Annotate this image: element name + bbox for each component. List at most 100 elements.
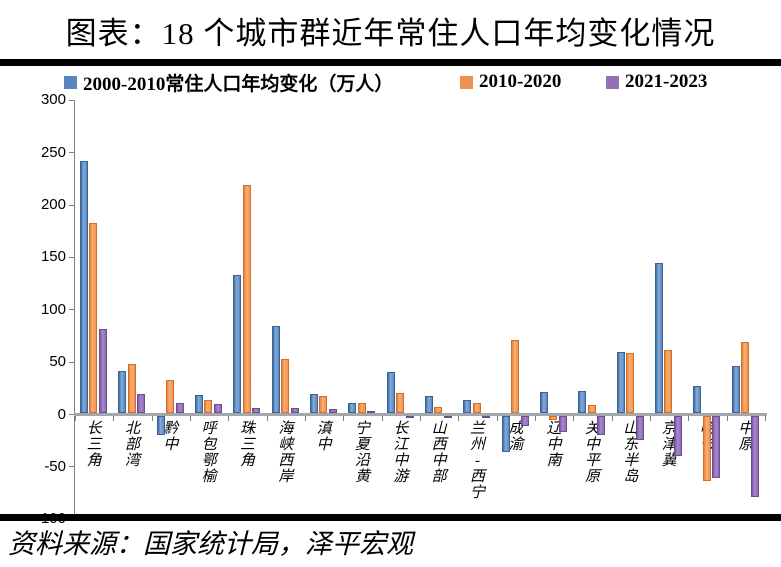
bar-series1-宁夏沿黄 xyxy=(348,402,357,413)
bar-series1-海峡西岸 xyxy=(271,326,280,413)
bar-series3-黔中 xyxy=(175,402,184,413)
y-axis-tick-label: 300 xyxy=(40,91,66,109)
y-axis-tick-label: 200 xyxy=(40,196,66,214)
bar-series2-黔中 xyxy=(166,379,175,413)
x-axis-category-label: 珠三角 xyxy=(239,421,255,469)
x-axis-tick-mark xyxy=(343,416,345,421)
bar-series1-长江中游 xyxy=(386,372,395,413)
bar-series3-长江中游 xyxy=(405,416,414,419)
bar-series1-哈长 xyxy=(693,385,702,413)
bar-series3-长三角 xyxy=(98,329,107,413)
bar-series3-山东半岛 xyxy=(635,416,644,441)
legend-item-2010-2020: 2010-2020 xyxy=(460,71,562,92)
legend-label: 2010-2020 xyxy=(479,71,562,92)
x-axis-category-label: 海峡西岸 xyxy=(278,421,294,485)
legend-label: 2000-2010常住人口年均变化（万人） xyxy=(83,73,394,95)
bar-series1-珠三角 xyxy=(233,274,242,413)
legend-swatch-blue-icon xyxy=(64,75,77,89)
bar-series3-中原 xyxy=(750,416,759,497)
bar-series1-京津冀 xyxy=(654,263,663,413)
x-axis-tick-mark xyxy=(611,416,613,421)
bar-series3-兰州-西宁 xyxy=(482,416,491,419)
bar-series2-滇中 xyxy=(319,396,328,413)
legend-label: 2021-2023 xyxy=(625,71,708,92)
bar-series1-中原 xyxy=(731,365,740,413)
y-axis-tick-mark xyxy=(69,99,75,101)
legend-item-2021-2023: 2021-2023 xyxy=(606,71,708,92)
bar-series2-宁夏沿黄 xyxy=(357,402,366,413)
bar-series3-山西中部 xyxy=(443,416,452,419)
bar-series1-成渝 xyxy=(501,416,510,452)
x-axis-tick-mark xyxy=(190,416,191,421)
y-axis-tick-label: 50 xyxy=(49,353,66,371)
bar-series1-长三角 xyxy=(79,160,88,413)
y-axis-tick-label: 100 xyxy=(40,300,66,318)
y-axis-tick-mark xyxy=(69,309,75,311)
bar-series2-哈长 xyxy=(702,416,711,481)
bar-series1-辽中南 xyxy=(539,392,548,413)
bar-series2-北部湾 xyxy=(127,363,136,413)
bar-series1-黔中 xyxy=(156,416,165,435)
x-axis-tick-mark xyxy=(573,416,575,421)
bar-series3-京津冀 xyxy=(673,416,682,456)
x-axis-tick-mark xyxy=(113,416,115,421)
bar-series2-中原 xyxy=(741,341,750,413)
y-axis-line xyxy=(74,100,75,515)
x-axis-zero-line xyxy=(74,413,767,416)
x-axis-category-label: 滇中 xyxy=(316,421,332,453)
x-axis-category-label: 辽中南 xyxy=(546,421,562,469)
y-axis-tick-label: 250 xyxy=(40,143,66,161)
bar-series3-辽中南 xyxy=(558,416,567,432)
x-axis-tick-mark xyxy=(420,416,421,421)
x-axis-category-label: 长三角 xyxy=(86,421,102,469)
bar-series2-海峡西岸 xyxy=(281,358,290,413)
x-axis-tick-mark xyxy=(151,416,153,421)
x-axis-category-label: 兰州-西宁 xyxy=(469,421,485,501)
bar-series1-山东半岛 xyxy=(616,352,625,413)
y-axis-tick-mark xyxy=(69,466,75,468)
x-axis-tick-mark xyxy=(535,416,536,421)
x-axis-tick-mark xyxy=(75,416,76,421)
x-axis-category-label: 黔中 xyxy=(163,421,179,453)
x-axis-category-label: 关中平原 xyxy=(584,421,600,485)
x-axis-tick-mark xyxy=(726,416,728,421)
x-axis-tick-mark xyxy=(305,416,306,421)
bar-series1-关中平原 xyxy=(578,391,587,413)
x-axis-category-label: 成渝 xyxy=(508,421,524,453)
legend-item-2000-2010: 2000-2010常住人口年均变化（万人） xyxy=(64,72,393,95)
x-axis-category-label: 山西中部 xyxy=(431,421,447,485)
y-axis-tick-label: 150 xyxy=(40,248,66,266)
y-axis-tick-mark xyxy=(69,361,75,363)
x-axis-tick-mark xyxy=(765,416,766,421)
x-axis-category-label: 山东半岛 xyxy=(623,421,639,485)
bar-series1-山西中部 xyxy=(424,396,433,413)
bar-series2-京津冀 xyxy=(664,350,673,413)
x-axis-category-label: 北部湾 xyxy=(124,421,140,469)
bar-series3-成渝 xyxy=(520,416,529,427)
y-axis-tick-mark xyxy=(69,414,75,415)
y-axis-tick-mark xyxy=(69,204,75,206)
x-axis-category-label: 长江中游 xyxy=(393,421,409,485)
bar-series2-山东半岛 xyxy=(626,353,635,413)
legend-swatch-orange-icon xyxy=(460,75,473,89)
divider-top xyxy=(0,59,781,66)
x-axis-tick-mark xyxy=(650,416,651,421)
bar-series2-长江中游 xyxy=(396,393,405,413)
divider-bottom xyxy=(0,514,781,521)
x-axis-category-label: 京津冀 xyxy=(661,421,677,469)
x-axis-category-label: 中原 xyxy=(738,421,754,453)
bar-series3-宁夏沿黄 xyxy=(367,410,376,413)
x-axis-category-label: 呼包鄂榆 xyxy=(201,421,217,485)
page-title: 图表：18 个城市群近年常住人口年均变化情况 xyxy=(65,16,716,51)
bar-series1-呼包鄂榆 xyxy=(194,395,203,413)
x-axis-tick-mark xyxy=(458,416,460,421)
bar-series2-成渝 xyxy=(511,339,520,413)
bar-series3-海峡西岸 xyxy=(290,407,299,413)
bar-series2-兰州-西宁 xyxy=(472,402,481,413)
x-axis-tick-mark xyxy=(381,416,383,421)
bar-series3-珠三角 xyxy=(252,407,261,413)
y-axis-tick-mark xyxy=(69,256,75,258)
bar-series2-关中平原 xyxy=(587,404,596,413)
x-axis-tick-mark xyxy=(496,416,498,421)
